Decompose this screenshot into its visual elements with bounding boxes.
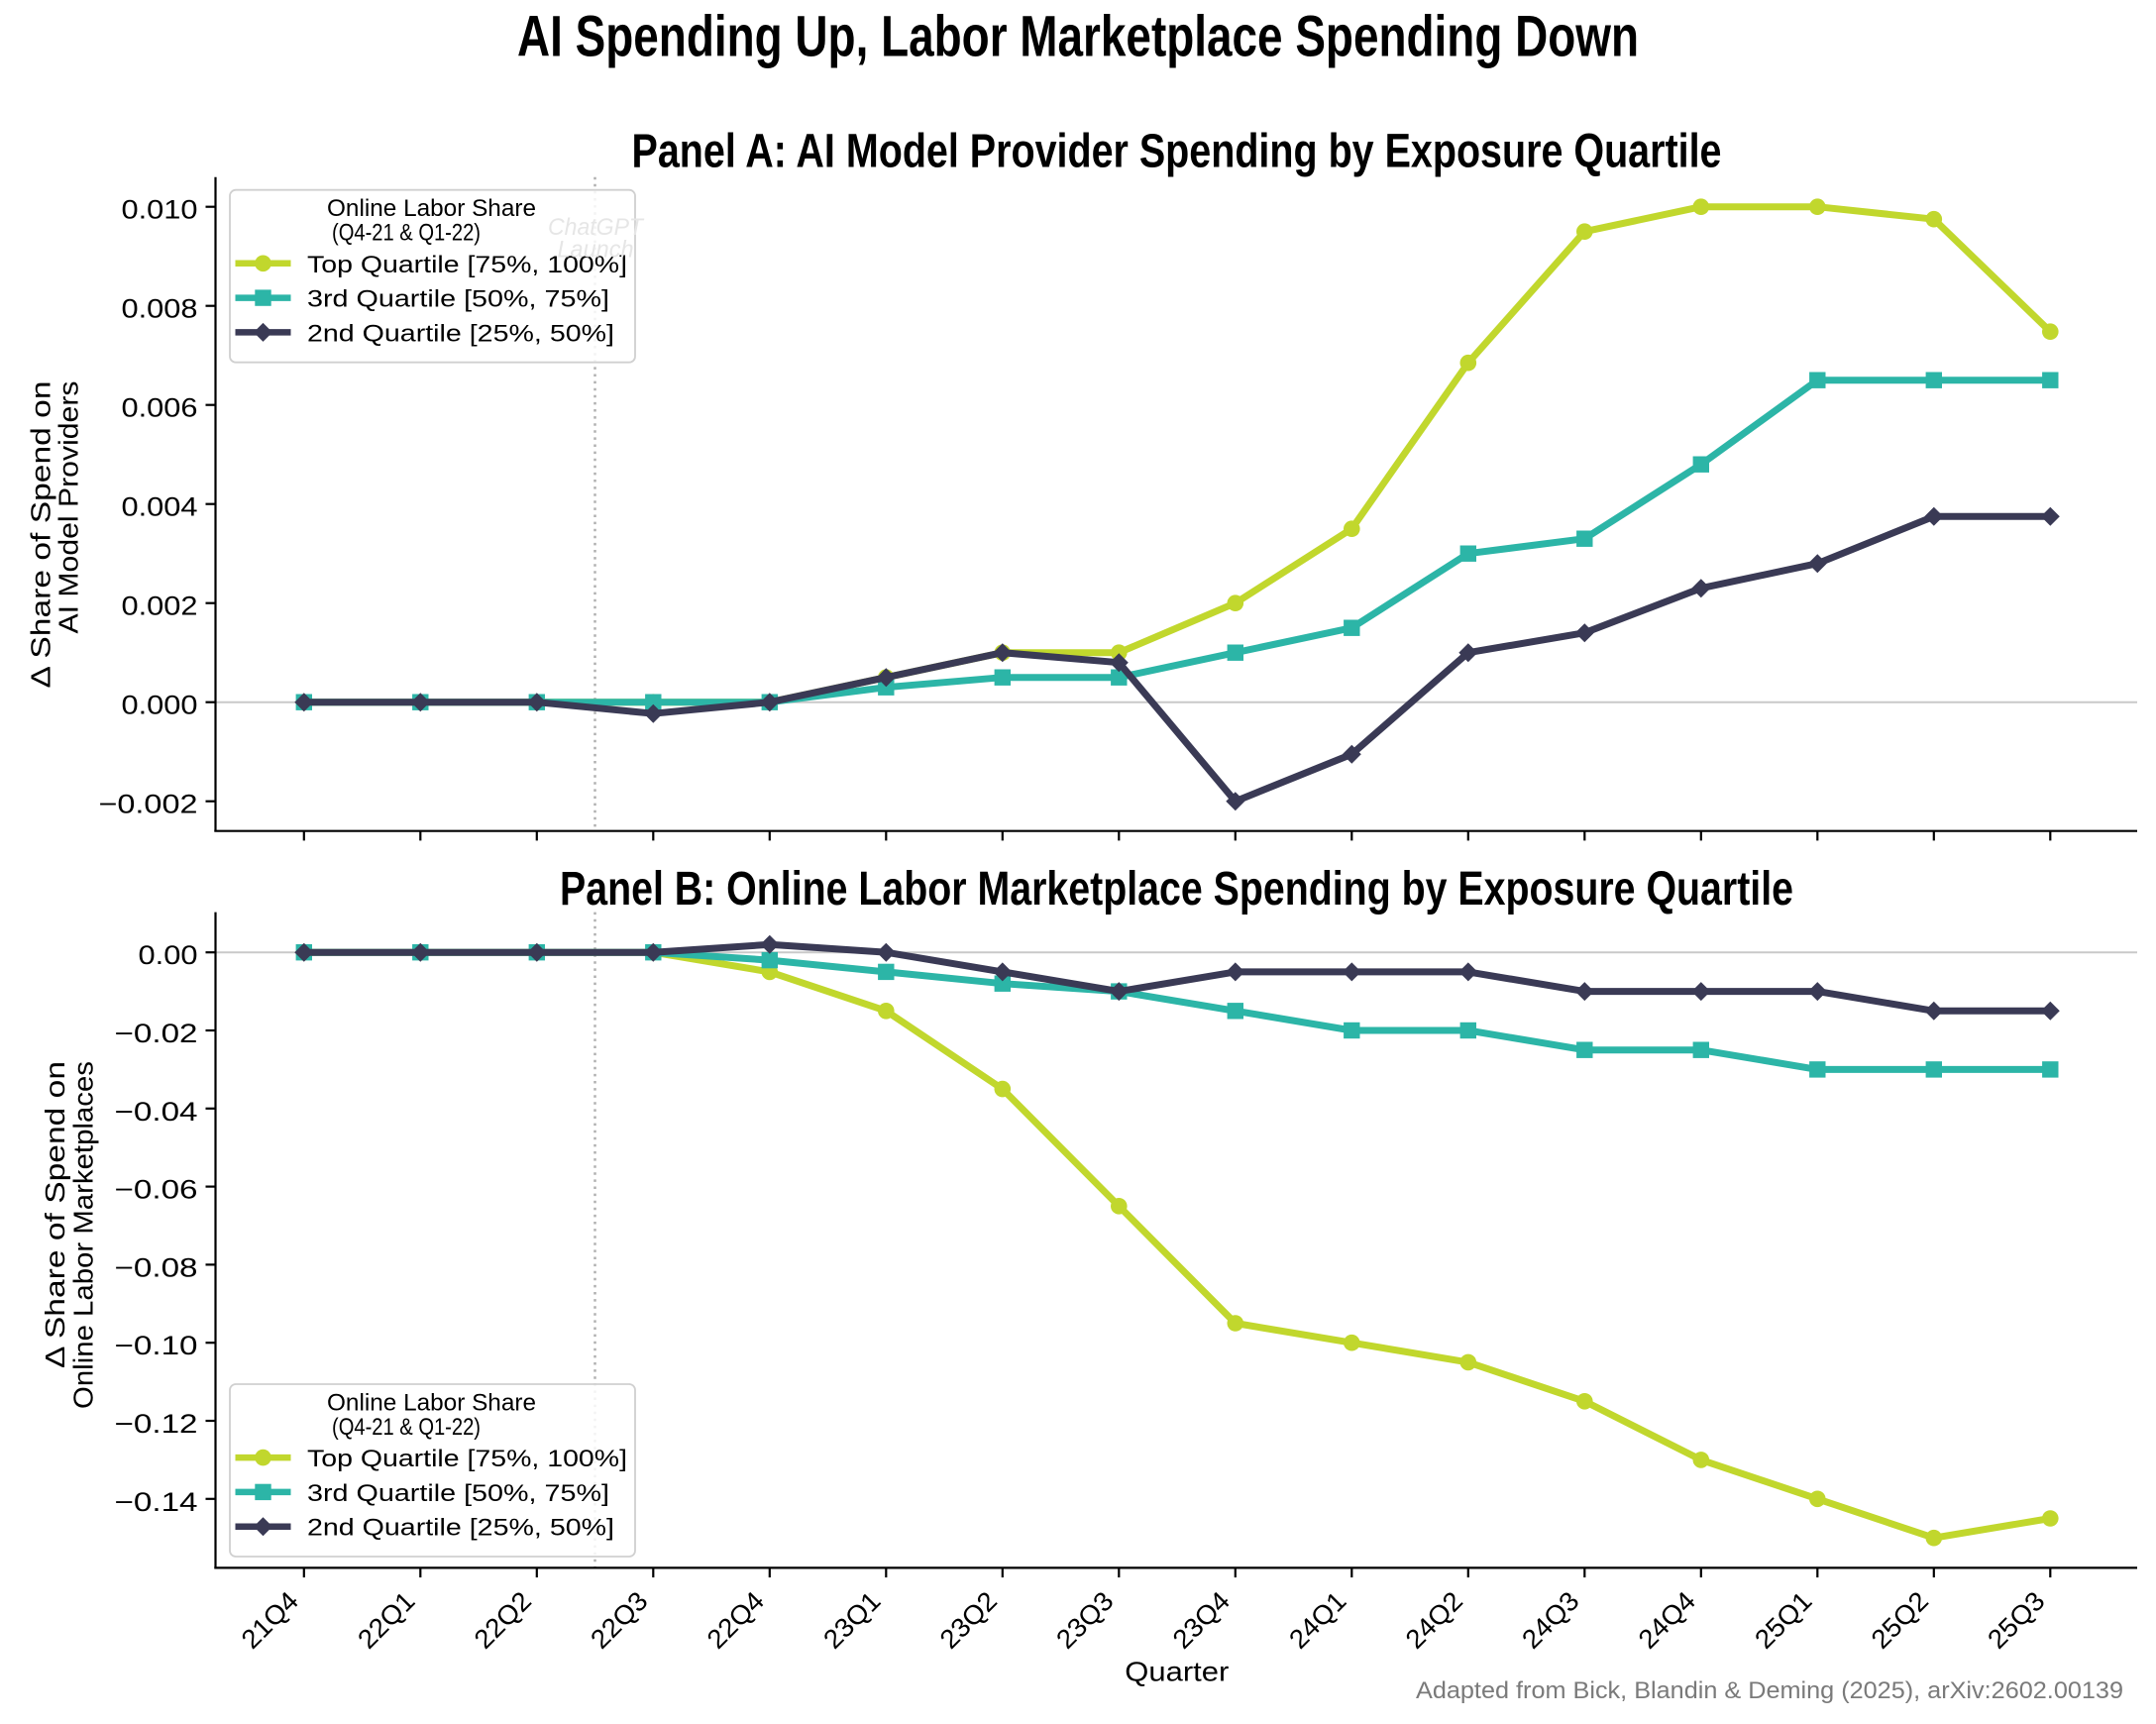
svg-text:3rd Quartile [50%, 75%]: 3rd Quartile [50%, 75%] — [307, 286, 609, 313]
svg-text:0.006: 0.006 — [122, 393, 198, 423]
svg-text:2nd Quartile [25%, 50%]: 2nd Quartile [25%, 50%] — [307, 1515, 614, 1542]
svg-text:−0.14: −0.14 — [115, 1487, 198, 1517]
svg-text:Launch: Launch — [558, 237, 634, 264]
svg-text:Top Quartile [75%, 100%]: Top Quartile [75%, 100%] — [307, 1446, 627, 1472]
svg-text:(Q4-21 & Q1-22): (Q4-21 & Q1-22) — [332, 220, 481, 247]
svg-text:ChatGPT: ChatGPT — [548, 214, 645, 241]
svg-text:Quarter: Quarter — [1125, 1657, 1229, 1687]
svg-text:−0.10: −0.10 — [115, 1331, 198, 1360]
svg-text:3rd Quartile [50%, 75%]: 3rd Quartile [50%, 75%] — [307, 1480, 609, 1507]
svg-text:−0.06: −0.06 — [115, 1175, 198, 1205]
svg-text:Adapted from Bick, Blandin & D: Adapted from Bick, Blandin & Deming (202… — [1416, 1677, 2123, 1704]
svg-text:Δ Share of Spend on: Δ Share of Spend on — [40, 1061, 70, 1368]
svg-text:0.002: 0.002 — [122, 592, 198, 621]
svg-text:−0.002: −0.002 — [99, 790, 198, 819]
svg-text:0.008: 0.008 — [122, 294, 198, 324]
svg-text:−0.04: −0.04 — [115, 1097, 198, 1127]
svg-text:Online Labor Share: Online Labor Share — [327, 1389, 536, 1416]
svg-text:0.004: 0.004 — [122, 492, 198, 522]
svg-text:AI Spending Up, Labor Marketpl: AI Spending Up, Labor Marketplace Spendi… — [517, 5, 1639, 69]
svg-text:Δ Share of Spend on: Δ Share of Spend on — [25, 381, 55, 689]
svg-text:Online Labor Share: Online Labor Share — [327, 195, 536, 222]
svg-text:(Q4-21 & Q1-22): (Q4-21 & Q1-22) — [332, 1414, 481, 1441]
svg-text:0.00: 0.00 — [139, 940, 198, 970]
svg-text:−0.02: −0.02 — [115, 1019, 198, 1048]
svg-text:AI Model Providers: AI Model Providers — [54, 381, 84, 634]
svg-text:−0.12: −0.12 — [115, 1409, 198, 1439]
svg-text:Panel B: Online Labor Marketpl: Panel B: Online Labor Marketplace Spendi… — [560, 863, 1793, 916]
svg-text:Online Labor Marketplaces: Online Labor Marketplaces — [67, 1061, 98, 1409]
svg-text:0.000: 0.000 — [122, 691, 198, 720]
svg-text:Panel A: AI Model Provider Spe: Panel A: AI Model Provider Spending by E… — [632, 125, 1722, 177]
svg-text:Top Quartile [75%, 100%]: Top Quartile [75%, 100%] — [307, 252, 627, 278]
svg-text:0.010: 0.010 — [122, 195, 198, 225]
svg-text:2nd Quartile [25%, 50%]: 2nd Quartile [25%, 50%] — [307, 320, 614, 347]
svg-text:−0.08: −0.08 — [115, 1252, 198, 1282]
